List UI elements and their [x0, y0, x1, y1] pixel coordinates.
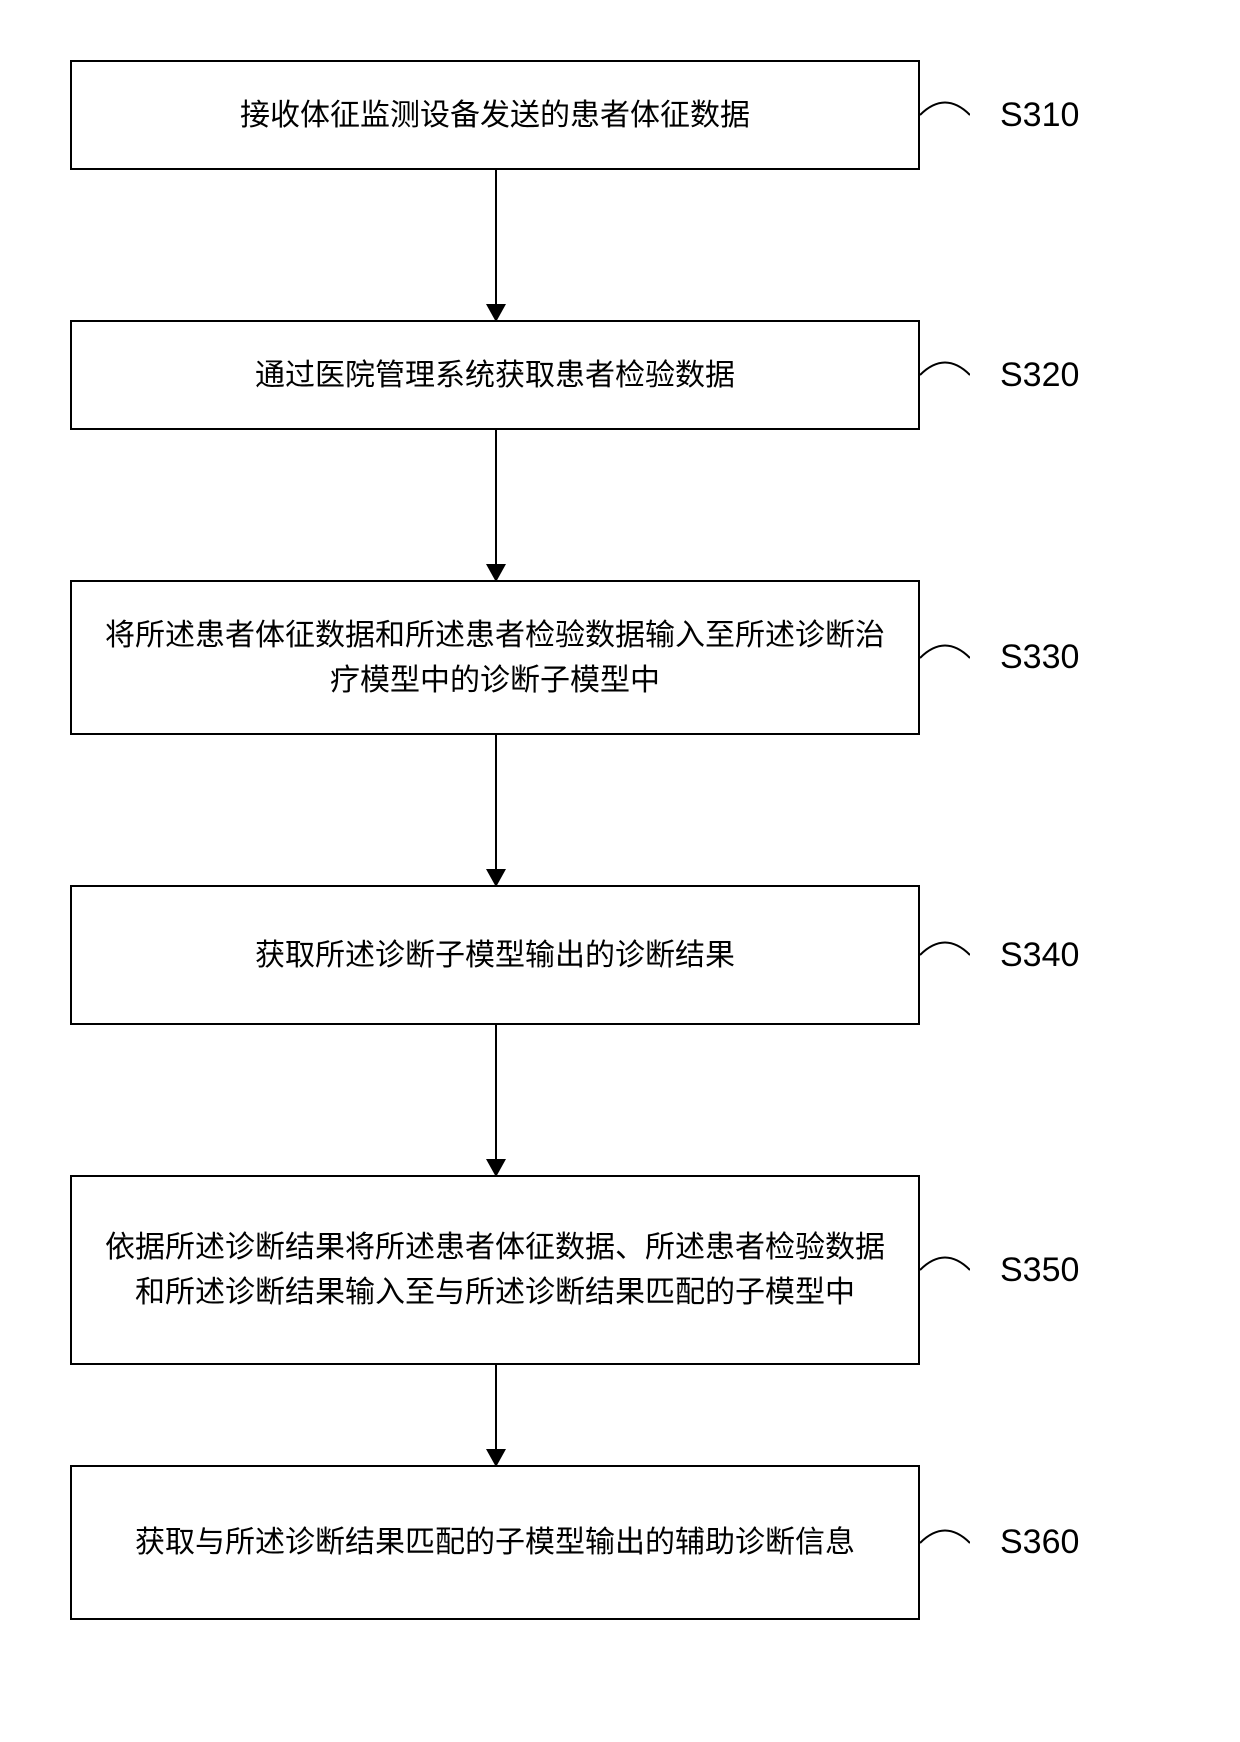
flow-label-s350: S350: [1000, 1251, 1079, 1290]
flow-label-s340: S340: [1000, 936, 1079, 975]
arrow-line: [495, 170, 497, 318]
flow-box-text: 获取与所述诊断结果匹配的子模型输出的辅助诊断信息: [135, 1520, 855, 1565]
flow-box-s330: 将所述患者体征数据和所述患者检验数据输入至所述诊断治疗模型中的诊断子模型中: [70, 580, 920, 735]
flow-box-text: 依据所述诊断结果将所述患者体征数据、所述患者检验数据和所述诊断结果输入至与所述诊…: [102, 1225, 888, 1315]
label-connector: [920, 355, 970, 395]
flowchart-container: 接收体征监测设备发送的患者体征数据 S310 通过医院管理系统获取患者检验数据 …: [70, 60, 1170, 1620]
arrow-line: [495, 1025, 497, 1173]
label-connector: [920, 1523, 970, 1563]
flow-arrow: [495, 170, 497, 320]
arrow-line: [495, 735, 497, 883]
flow-arrow: [495, 1365, 497, 1465]
flow-box-s340: 获取所述诊断子模型输出的诊断结果: [70, 885, 920, 1025]
flow-step: 接收体征监测设备发送的患者体征数据 S310: [70, 60, 1170, 170]
flow-step: 将所述患者体征数据和所述患者检验数据输入至所述诊断治疗模型中的诊断子模型中 S3…: [70, 580, 1170, 735]
arrow-line: [495, 430, 497, 578]
flow-box-text: 将所述患者体征数据和所述患者检验数据输入至所述诊断治疗模型中的诊断子模型中: [102, 613, 888, 703]
flow-box-text: 获取所述诊断子模型输出的诊断结果: [255, 933, 735, 978]
flow-box-text: 通过医院管理系统获取患者检验数据: [255, 353, 735, 398]
flow-box-s320: 通过医院管理系统获取患者检验数据: [70, 320, 920, 430]
label-connector: [920, 1250, 970, 1290]
flow-arrow: [495, 735, 497, 885]
flow-label-s310: S310: [1000, 96, 1079, 135]
flow-step: 获取所述诊断子模型输出的诊断结果 S340: [70, 885, 1170, 1025]
flow-step: 通过医院管理系统获取患者检验数据 S320: [70, 320, 1170, 430]
label-connector: [920, 638, 970, 678]
flow-label-s320: S320: [1000, 356, 1079, 395]
flow-step: 依据所述诊断结果将所述患者体征数据、所述患者检验数据和所述诊断结果输入至与所述诊…: [70, 1175, 1170, 1365]
flow-label-s360: S360: [1000, 1523, 1079, 1562]
flow-step: 获取与所述诊断结果匹配的子模型输出的辅助诊断信息 S360: [70, 1465, 1170, 1620]
flow-box-s310: 接收体征监测设备发送的患者体征数据: [70, 60, 920, 170]
flow-arrow: [495, 1025, 497, 1175]
flow-arrow: [495, 430, 497, 580]
label-connector: [920, 95, 970, 135]
flow-box-text: 接收体征监测设备发送的患者体征数据: [240, 93, 750, 138]
flow-box-s350: 依据所述诊断结果将所述患者体征数据、所述患者检验数据和所述诊断结果输入至与所述诊…: [70, 1175, 920, 1365]
label-connector: [920, 935, 970, 975]
flow-label-s330: S330: [1000, 638, 1079, 677]
flow-box-s360: 获取与所述诊断结果匹配的子模型输出的辅助诊断信息: [70, 1465, 920, 1620]
